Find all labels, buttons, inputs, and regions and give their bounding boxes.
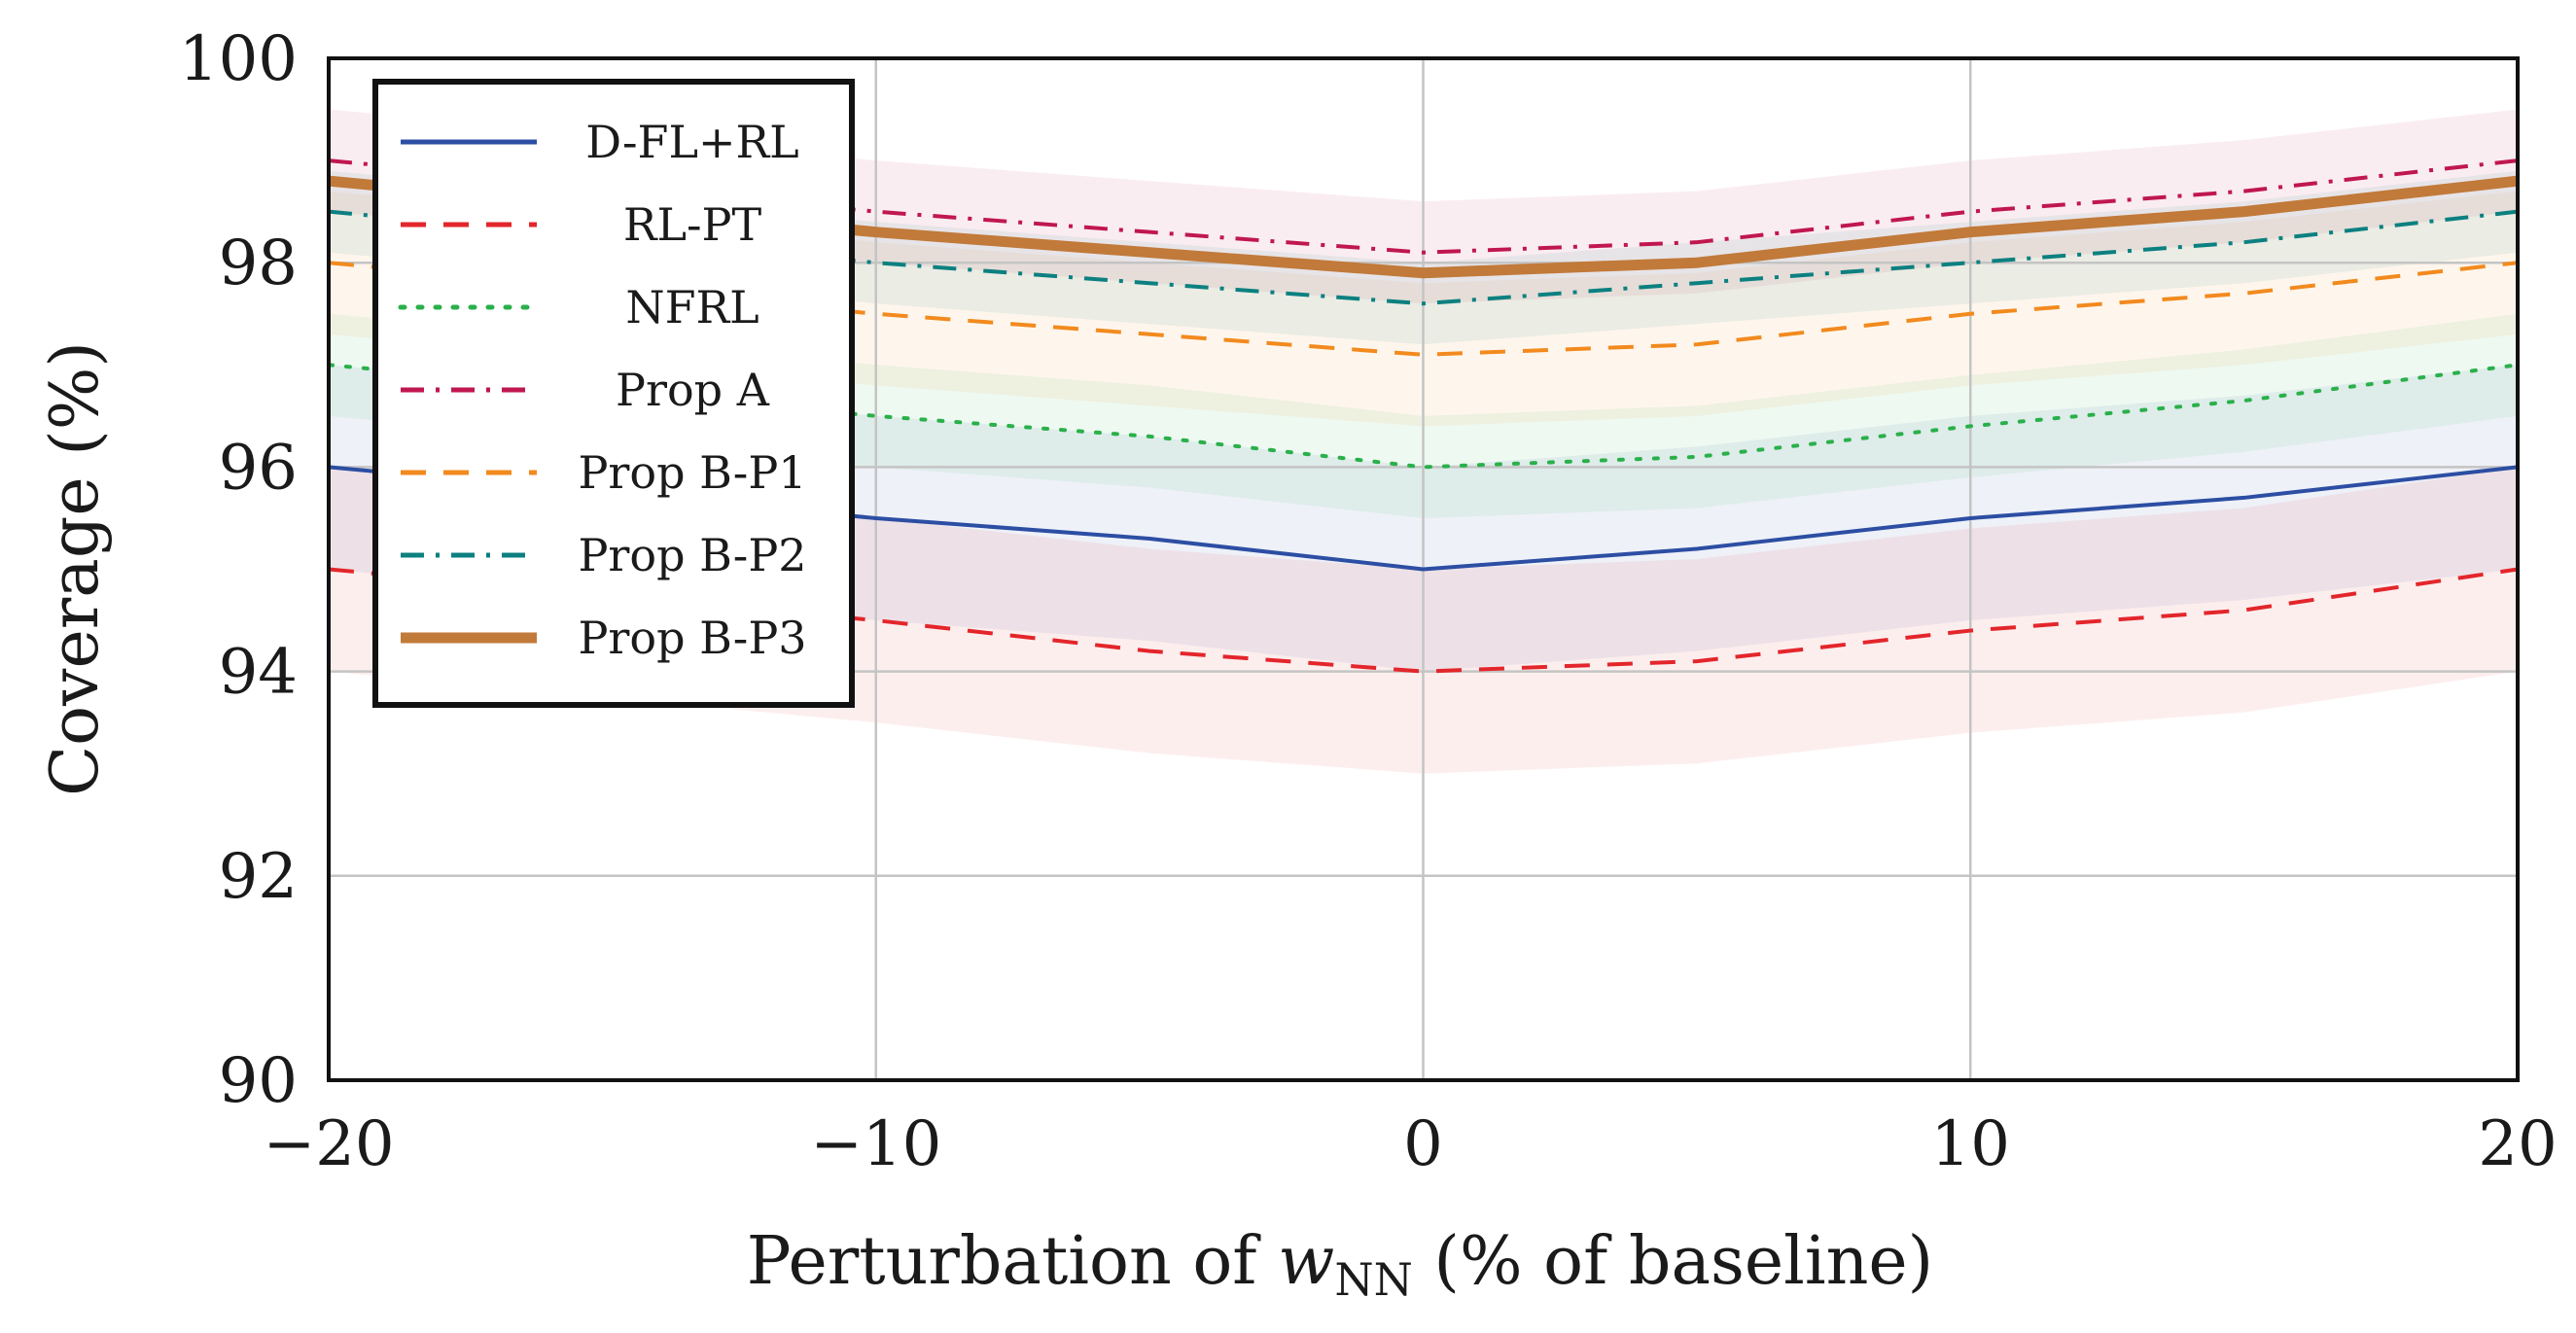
y-axis-label: Coverage (%) [37,341,114,796]
legend-label-prop-b-p3: Prop B-P3 [578,612,806,664]
legend: D-FL+RL RL-PT NFRL Prop A Prop B-P1 Prop B-P2… [372,79,855,708]
legend-label-prop-a: Prop A [616,364,770,416]
x-axis-label: Perturbation of wNN (% of baseline) [747,1223,1933,1306]
legend-label-nfrl: NFRL [625,281,759,333]
y-tick-label: 98 [219,228,298,299]
y-tick-label: 96 [219,432,298,504]
y-tick-label: 100 [179,23,298,95]
x-tick-labels: −20 −10 0 10 20 [263,1108,2557,1180]
x-axis-label-variable: w [1278,1223,1334,1300]
plot-frame [327,56,2520,1082]
legend-label-d-fl-rl: D-FL+RL [585,116,798,168]
y-tick-label: 94 [219,637,298,709]
legend-label-prop-b-p1: Prop B-P1 [578,446,806,499]
x-axis-label-suffix: (% of baseline) [1413,1223,1933,1300]
x-tick-label: −10 [810,1108,941,1180]
x-tick-label: 0 [1403,1108,1443,1180]
legend-box [372,79,855,708]
y-tick-labels: 90 92 94 96 98 100 [179,23,298,1117]
legend-label-rl-pt: RL-PT [623,198,762,251]
y-tick-label: 90 [219,1045,298,1117]
x-tick-label: 20 [2478,1108,2557,1180]
legend-label-prop-b-p2: Prop B-P2 [578,529,806,581]
x-tick-label: 10 [1931,1108,2010,1180]
y-tick-label: 92 [219,841,298,913]
x-axis-label-prefix: Perturbation of [747,1223,1278,1300]
x-axis-label-subscript: NN [1334,1253,1413,1306]
x-tick-label: −20 [263,1108,394,1180]
